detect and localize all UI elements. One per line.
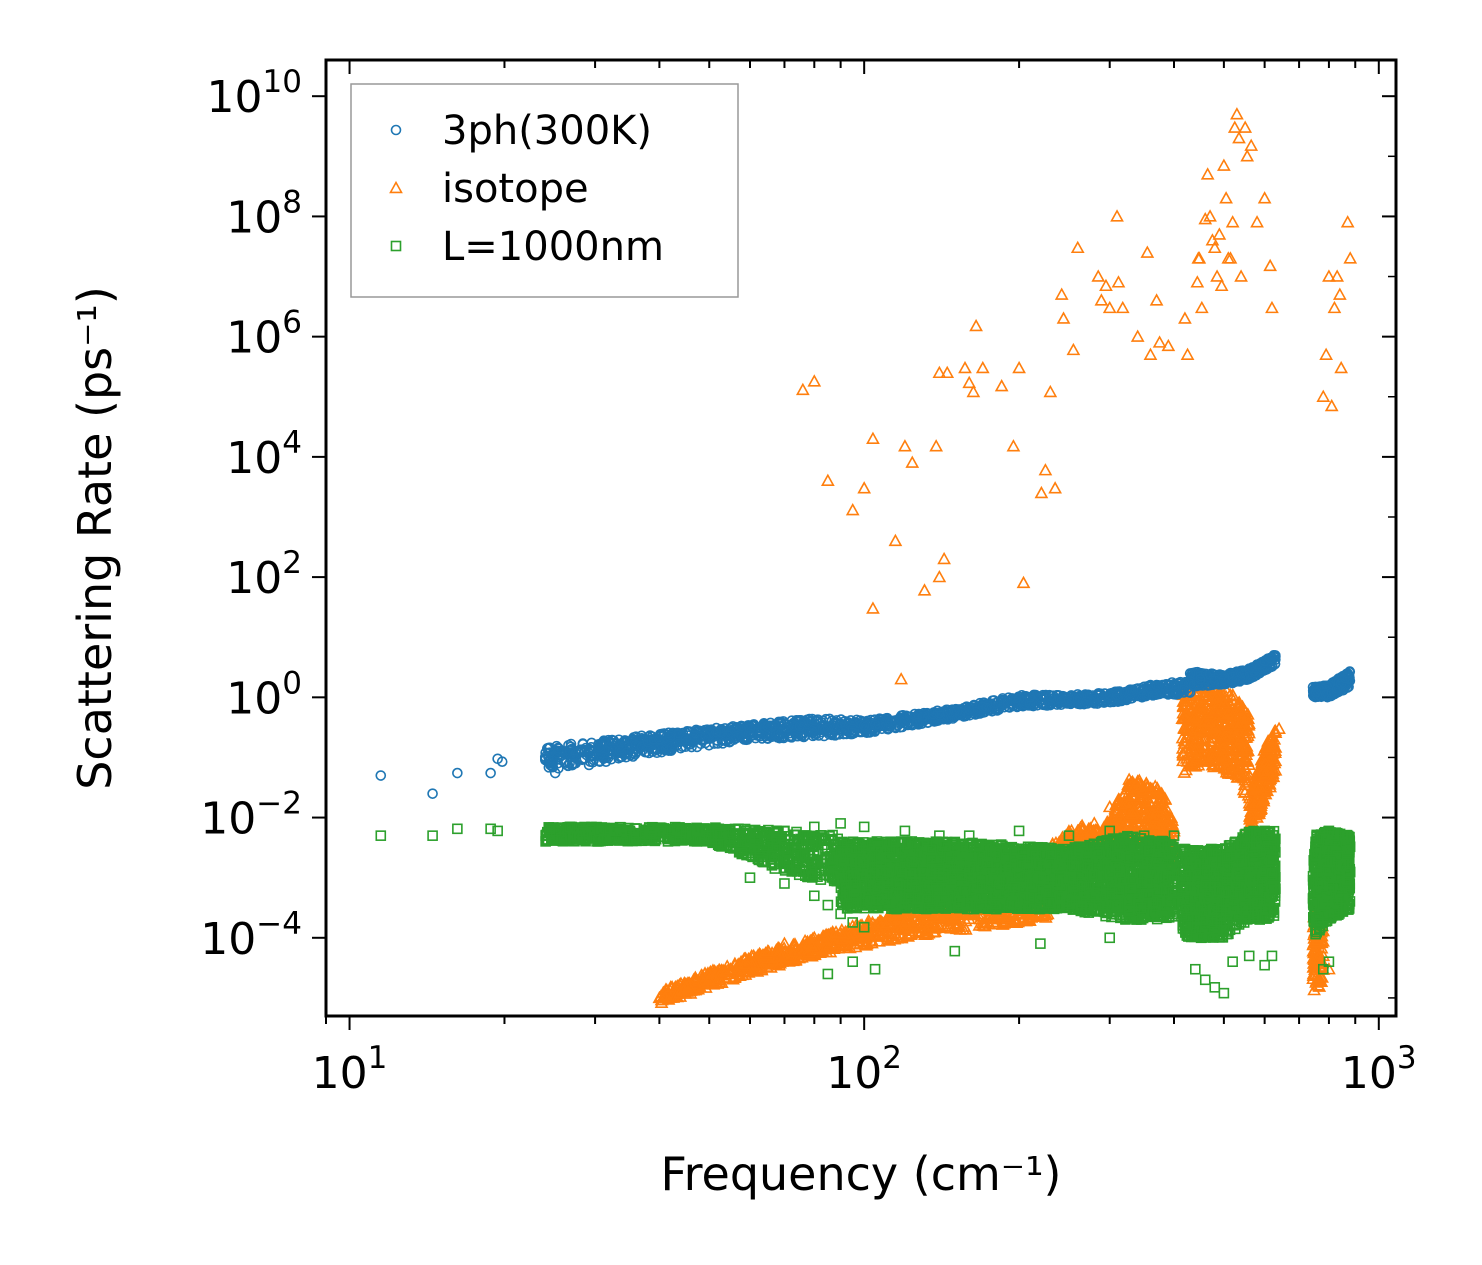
data-point — [1113, 810, 1128, 823]
data-point — [948, 919, 963, 932]
data-point — [1151, 794, 1166, 807]
data-point — [1122, 772, 1137, 785]
data-point — [915, 924, 929, 937]
data-point — [681, 978, 696, 992]
data-point — [826, 941, 841, 954]
data-point — [1135, 820, 1150, 834]
data-point — [654, 992, 669, 1006]
data-point — [804, 938, 819, 952]
data-point — [792, 943, 807, 956]
data-point — [733, 968, 747, 981]
data-point — [1148, 809, 1162, 823]
data-point — [933, 916, 948, 930]
data-point — [928, 924, 942, 938]
data-point — [665, 980, 679, 993]
data-point — [880, 925, 895, 939]
data-point — [802, 944, 817, 958]
data-point — [974, 909, 989, 922]
data-point — [1039, 907, 1054, 921]
data-point — [1122, 795, 1136, 809]
data-point — [1127, 789, 1141, 802]
data-marks — [375, 107, 1358, 1008]
data-point — [1150, 781, 1165, 794]
data-point — [881, 916, 896, 929]
data-point — [719, 964, 733, 977]
data-point — [740, 956, 754, 970]
data-point — [972, 918, 987, 931]
data-point — [792, 951, 806, 964]
data-point — [1161, 818, 1176, 831]
data-point — [1138, 794, 1152, 808]
data-point — [775, 947, 790, 960]
data-point — [1125, 807, 1140, 820]
data-point — [883, 907, 897, 921]
data-point — [865, 933, 879, 946]
data-point — [837, 927, 852, 940]
data-point — [865, 935, 879, 949]
data-point — [1139, 776, 1154, 789]
data-point — [661, 992, 676, 1005]
data-point — [874, 926, 888, 940]
data-point — [1142, 795, 1157, 808]
data-point — [848, 939, 863, 953]
data-point — [986, 914, 1000, 928]
data-point — [1151, 816, 1165, 830]
data-point — [1097, 821, 1112, 834]
data-point — [1075, 820, 1090, 834]
data-point — [872, 916, 887, 929]
data-point — [1166, 821, 1181, 834]
data-point — [988, 916, 1003, 929]
data-point — [696, 975, 711, 989]
data-point — [741, 965, 756, 978]
data-point — [894, 931, 909, 944]
data-point — [714, 966, 728, 979]
data-point — [772, 958, 787, 971]
data-point — [1114, 796, 1129, 810]
data-point — [817, 942, 832, 955]
data-point — [1114, 805, 1129, 818]
data-point — [1011, 914, 1025, 928]
data-point — [1141, 817, 1156, 830]
data-point — [932, 907, 947, 920]
data-point — [958, 922, 973, 935]
data-point — [844, 926, 859, 939]
data-point — [982, 916, 996, 929]
data-point — [1084, 824, 1098, 837]
data-point — [936, 910, 951, 924]
data-point — [1000, 910, 1015, 924]
data-point — [746, 957, 761, 970]
data-point — [834, 938, 849, 951]
data-point — [951, 906, 966, 920]
data-point — [919, 922, 934, 935]
data-point — [910, 914, 925, 928]
data-point — [1130, 795, 1145, 809]
data-point — [1152, 806, 1167, 819]
data-point — [811, 934, 826, 947]
data-point — [1152, 820, 1166, 833]
data-point — [966, 908, 981, 921]
data-point — [771, 945, 786, 958]
data-point — [688, 975, 703, 988]
data-point — [668, 989, 683, 1002]
data-point — [803, 933, 818, 947]
